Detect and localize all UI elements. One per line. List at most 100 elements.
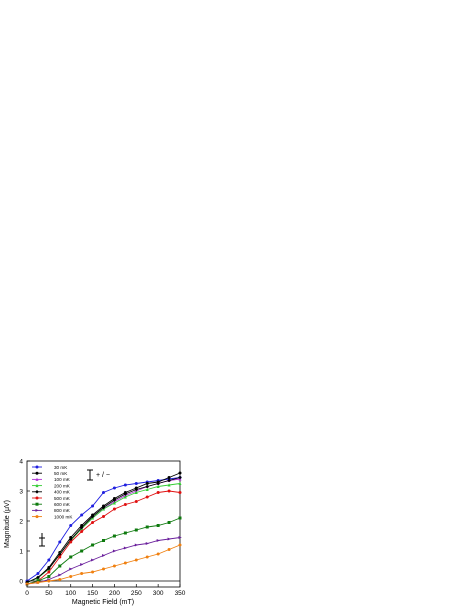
series-1000-mk: [25, 543, 182, 586]
x-axis-label: Magnetic Field (mT): [72, 599, 134, 606]
legend-label: 100 mK: [54, 477, 71, 482]
data-point: [156, 524, 160, 527]
data-point: [156, 552, 160, 556]
data-point: [178, 475, 182, 480]
data-point: [102, 554, 106, 557]
x-tick-label: 200: [109, 590, 120, 597]
data-point: [178, 536, 182, 539]
legend-label: 50 mK: [54, 471, 68, 476]
data-point: [156, 481, 160, 486]
data-point: [112, 507, 116, 511]
data-point: [145, 542, 150, 545]
data-point: [47, 575, 51, 578]
data-point: [69, 575, 73, 578]
data-point: [178, 543, 182, 547]
legend-label: 800 mK: [54, 508, 71, 513]
data-point: [178, 516, 182, 520]
data-point: [47, 566, 51, 571]
legend-entry: 50 mK: [32, 471, 68, 476]
x-tick-label: 0: [25, 590, 29, 597]
legend-label: 500 mK: [54, 496, 71, 501]
data-point: [112, 564, 116, 568]
plot-frame: [26, 460, 181, 588]
series-600-mk: [25, 516, 182, 586]
legend-entry: 200 mK: [32, 483, 71, 488]
legend-entry: 600 mK: [32, 502, 71, 507]
data-point: [91, 504, 95, 508]
x-tick-label: 350: [175, 590, 186, 597]
legend-entry: 800 mK: [32, 508, 71, 513]
data-point: [123, 561, 127, 565]
data-point: [123, 503, 127, 506]
x-tick-label: 300: [153, 590, 164, 597]
data-point: [102, 491, 105, 494]
legend-entry: 30 mK: [32, 465, 68, 470]
legend-swatch-marker: [35, 515, 39, 519]
data-point: [167, 537, 171, 541]
data-point: [69, 555, 73, 559]
data-point: [58, 564, 62, 568]
data-point: [145, 482, 149, 485]
y-tick-label: 4: [19, 458, 23, 465]
legend-entry: 500 mK: [32, 496, 71, 501]
data-point: [58, 555, 62, 559]
data-point: [58, 540, 62, 544]
data-point: [80, 513, 84, 517]
data-point: [134, 482, 138, 485]
data-point: [47, 579, 51, 583]
data-point: [58, 573, 62, 577]
data-point: [167, 489, 171, 493]
data-point: [167, 521, 171, 524]
data-point: [57, 552, 62, 557]
legend-swatch-marker: [35, 471, 39, 475]
data-point: [145, 555, 149, 559]
data-point: [123, 483, 127, 487]
data-point: [112, 486, 116, 490]
data-point: [91, 521, 95, 524]
data-point: [134, 528, 138, 532]
data-point: [156, 539, 160, 542]
data-point: [36, 581, 40, 584]
data-point: [134, 558, 138, 562]
y-axis-label: Magnitude (μV): [4, 500, 11, 548]
y-tick-label: 3: [19, 488, 23, 495]
data-point: [156, 484, 160, 488]
data-point: [112, 498, 117, 502]
legend-swatch-marker: [35, 496, 39, 500]
data-point: [80, 549, 84, 553]
data-point: [134, 543, 139, 547]
data-point: [167, 548, 171, 551]
data-point: [69, 524, 73, 527]
data-point: [145, 525, 149, 529]
plot-layer: [25, 471, 182, 586]
legend-swatch-marker: [35, 483, 39, 488]
data-point: [156, 491, 160, 494]
y-tick-label: 2: [19, 518, 23, 525]
data-point: [80, 572, 84, 575]
data-point: [101, 505, 106, 510]
data-point: [36, 575, 40, 580]
axis-layer: 0 50 100 150 200 250 300 350 0 1 2 3 4: [19, 458, 185, 597]
data-point: [145, 484, 150, 489]
error-bar-annotation: + / −: [87, 469, 110, 481]
data-point: [91, 543, 95, 547]
data-point: [112, 501, 116, 505]
data-point: [178, 471, 182, 475]
data-point: [112, 534, 116, 538]
x-tick-label: 50: [45, 590, 53, 597]
series-500-mk: [25, 489, 182, 586]
series-400-mk: [25, 475, 182, 585]
legend-label: 400 mK: [54, 490, 71, 495]
legend-label: 1000 mK: [54, 514, 73, 519]
legend-entry: 100 mK: [32, 477, 71, 482]
data-point: [134, 490, 138, 494]
data-point: [123, 495, 127, 499]
data-point: [134, 500, 138, 503]
legend-swatch-marker: [35, 465, 39, 469]
data-point: [112, 549, 117, 553]
legend-label: 600 mK: [54, 502, 71, 507]
data-point: [123, 492, 128, 496]
data-point: [80, 563, 84, 566]
